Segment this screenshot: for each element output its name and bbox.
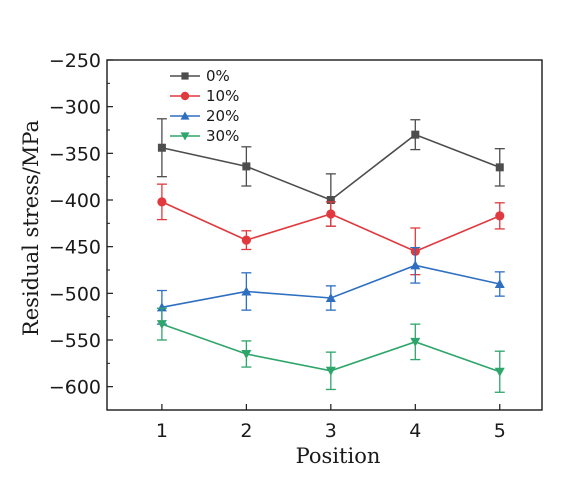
y-tick-label: −300 — [49, 97, 101, 119]
y-tick-label: −350 — [49, 143, 101, 165]
marker-triangle-down — [156, 320, 167, 330]
marker-square — [242, 162, 251, 171]
y-axis-ticks: −250 −300 −350 −400 −450 −500 −550 −600 — [49, 50, 113, 399]
legend-item: 20% — [170, 107, 239, 125]
marker-square — [157, 143, 166, 152]
marker-square — [411, 130, 420, 139]
marker-triangle-up — [156, 302, 167, 312]
y-tick-label: −450 — [49, 237, 101, 259]
y-tick-label: −500 — [49, 283, 101, 305]
marker-triangle-up — [325, 293, 336, 302]
x-axis-title: Position — [296, 444, 381, 468]
axes — [106, 59, 543, 411]
x-tick-label: 1 — [156, 420, 168, 442]
marker-square — [495, 163, 504, 172]
series-30pct — [156, 307, 505, 393]
y-axis-title: Residual stress/MPa — [19, 120, 43, 336]
marker-square — [181, 72, 189, 80]
marker-triangle-down — [241, 350, 252, 359]
marker-circle — [157, 197, 167, 207]
y-tick-label: −600 — [49, 377, 101, 399]
legend-item: 10% — [170, 87, 239, 105]
marker-triangle-down — [180, 132, 190, 141]
legend-label: 20% — [206, 107, 239, 125]
x-tick-label: 2 — [240, 420, 252, 442]
legend-item: 30% — [170, 127, 239, 145]
marker-square — [326, 196, 335, 204]
marker-triangle-up — [241, 286, 252, 296]
marker-circle — [495, 211, 505, 221]
series-10pct — [156, 183, 505, 276]
marker-triangle-down — [494, 367, 505, 377]
legend: 0% 10% 20% 30% — [170, 67, 239, 145]
x-tick-label: 5 — [494, 420, 506, 442]
marker-triangle-down — [410, 337, 421, 347]
y-tick-label: −550 — [49, 330, 101, 352]
marker-triangle-down — [325, 366, 336, 376]
marker-triangle-up — [180, 111, 190, 120]
marker-circle — [241, 235, 251, 245]
y-tick-label: −400 — [49, 190, 101, 212]
marker-circle — [326, 209, 336, 219]
x-tick-label: 4 — [409, 420, 421, 442]
plot-frame — [106, 59, 543, 411]
series-20pct — [156, 246, 505, 325]
legend-item: 0% — [170, 67, 230, 85]
series-layer — [156, 118, 505, 393]
marker-triangle-up — [494, 279, 505, 288]
x-axis-ticks: 1 2 3 4 5 — [156, 404, 506, 442]
marker-triangle-up — [410, 260, 421, 270]
legend-label: 10% — [206, 87, 239, 105]
legend-label: 0% — [206, 67, 230, 85]
legend-label: 30% — [206, 127, 239, 145]
marker-circle — [180, 91, 190, 101]
y-tick-label: −250 — [49, 50, 101, 72]
x-tick-label: 3 — [325, 420, 337, 442]
